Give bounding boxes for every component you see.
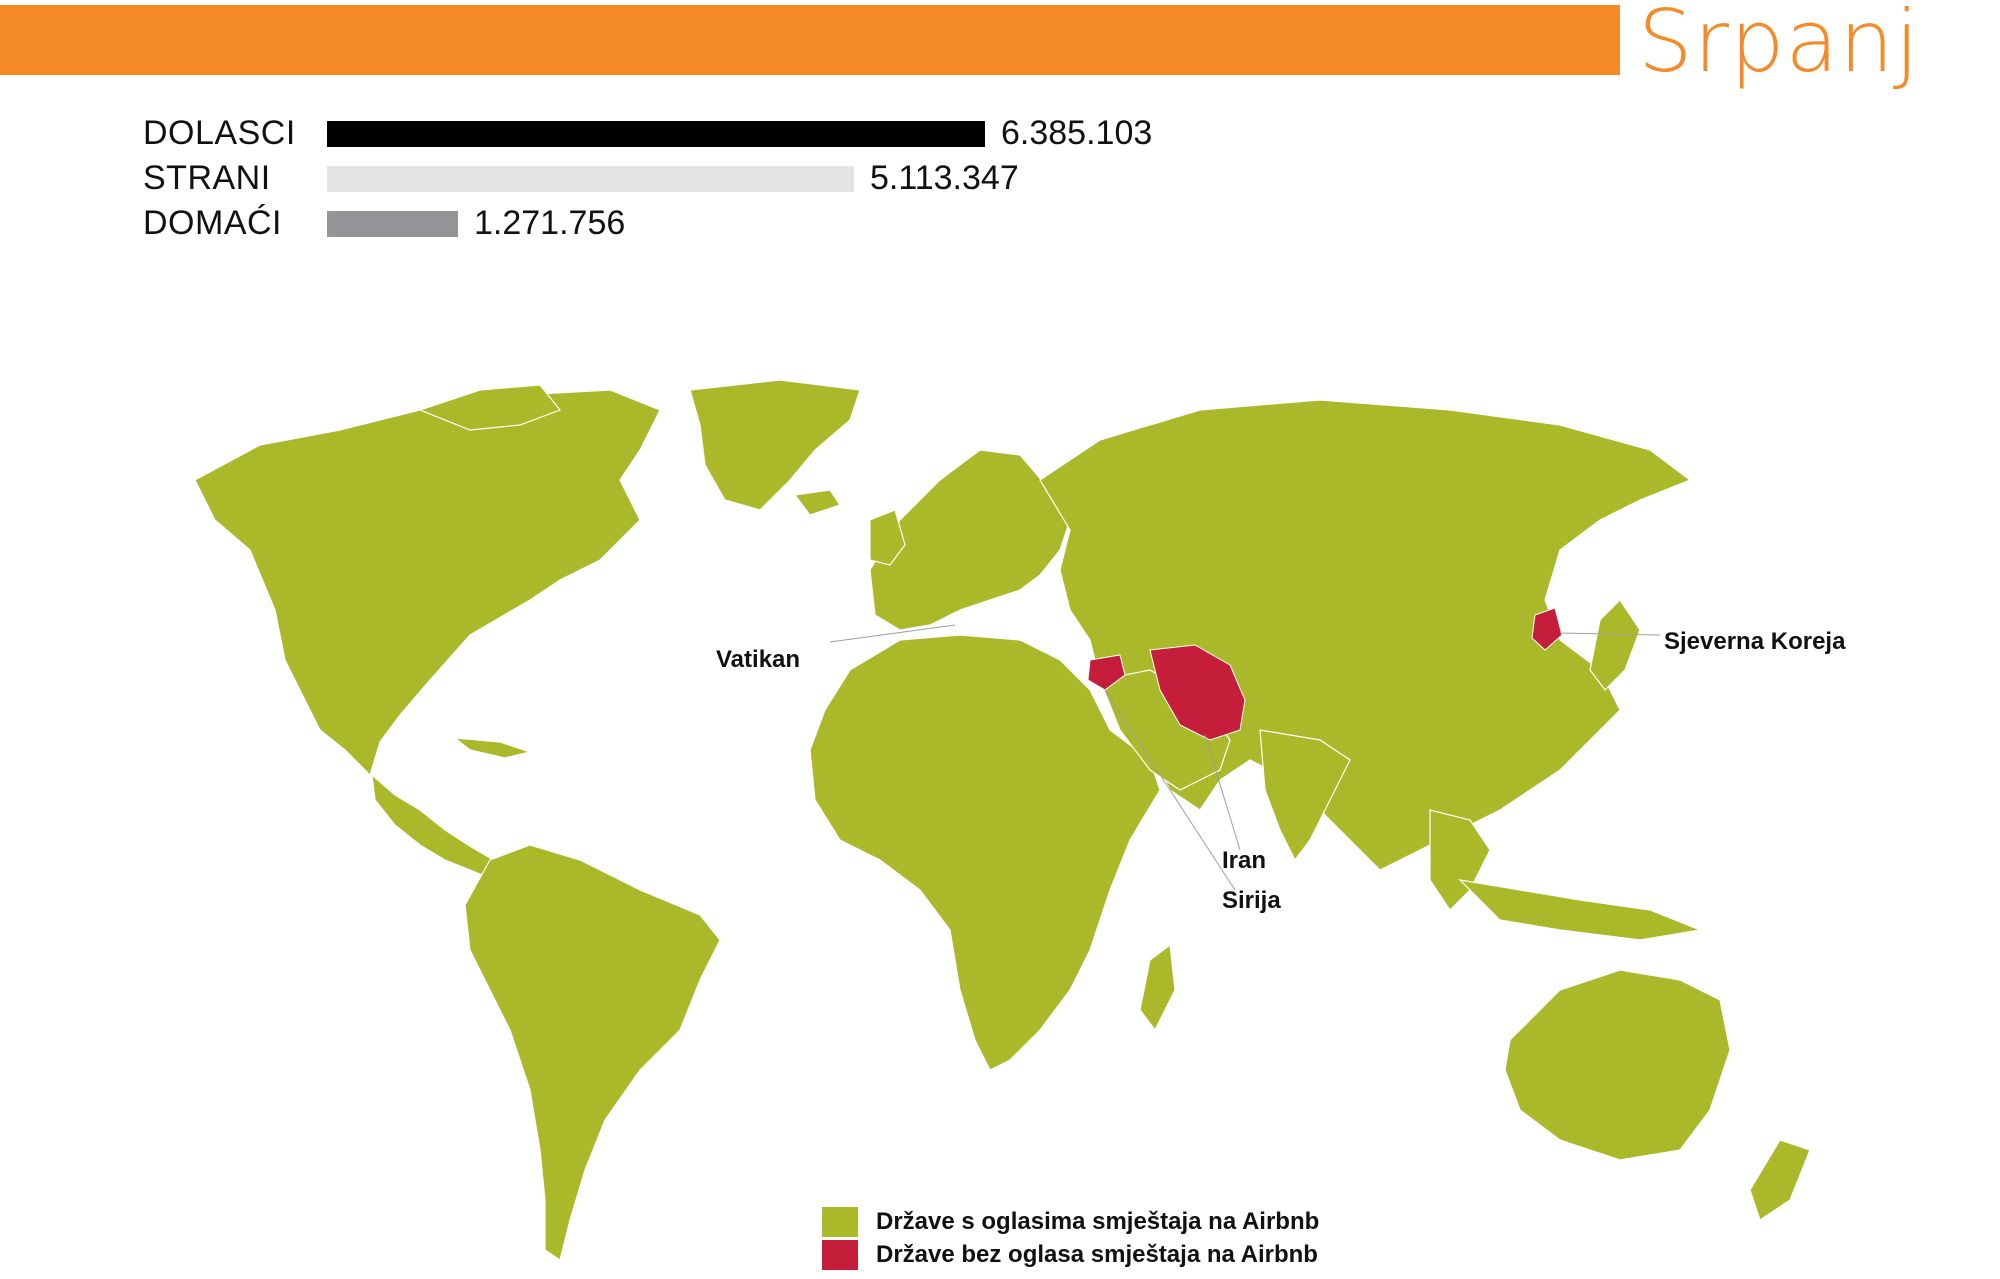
iran-leader xyxy=(1204,734,1241,851)
callout-north-korea: Sjeverna Koreja xyxy=(1664,628,1846,655)
stat-label: STRANI xyxy=(143,159,271,197)
legend-label: Države s oglasima smještaja na Airbnb xyxy=(876,1208,1320,1235)
stat-value: 6.385.103 xyxy=(1001,114,1153,152)
india xyxy=(1259,729,1351,862)
central-america xyxy=(371,773,506,881)
callout-syria: Sirija xyxy=(1222,887,1281,914)
callout-vatican: Vatikan xyxy=(716,646,801,673)
syria-shape xyxy=(1087,654,1126,691)
iran-shape xyxy=(1149,644,1246,741)
north-korea-leader xyxy=(1559,632,1661,636)
month-title: Srpanj xyxy=(1638,0,1920,92)
legend-swatch xyxy=(822,1240,858,1270)
caribbean xyxy=(453,737,533,759)
callout-lines xyxy=(829,624,1661,891)
madagascar xyxy=(1139,943,1176,1032)
stat-bar xyxy=(327,166,854,192)
iceland xyxy=(793,489,841,516)
stat-bar xyxy=(327,121,985,147)
uk-ireland xyxy=(869,509,906,566)
north-america xyxy=(194,389,661,777)
north-korea-shape xyxy=(1531,607,1563,651)
stat-bar xyxy=(327,211,458,237)
new-zealand xyxy=(1749,1139,1811,1221)
south-america xyxy=(464,844,721,1261)
stat-label: DOMAĆI xyxy=(143,204,282,242)
callout-iran: Iran xyxy=(1222,847,1267,874)
europe xyxy=(869,449,1071,631)
japan xyxy=(1589,599,1641,691)
vatican-leader xyxy=(829,624,956,643)
excluded-countries xyxy=(1087,607,1563,741)
legend-label: Države bez oglasa smještaja na Airbnb xyxy=(876,1241,1318,1268)
syria-leader xyxy=(1104,689,1236,891)
stat-value: 5.113.347 xyxy=(870,159,1019,197)
stat-value: 1.271.756 xyxy=(474,204,626,242)
world-map xyxy=(194,379,1811,1261)
land-areas xyxy=(194,379,1811,1261)
canadian-arctic xyxy=(418,384,561,431)
australia xyxy=(1504,969,1731,1161)
africa xyxy=(809,634,1161,1071)
indonesia xyxy=(1458,879,1703,941)
header-accent-bar xyxy=(0,5,1620,75)
stat-label: DOLASCI xyxy=(143,114,296,152)
greenland xyxy=(689,379,861,511)
legend-swatch xyxy=(822,1207,858,1237)
